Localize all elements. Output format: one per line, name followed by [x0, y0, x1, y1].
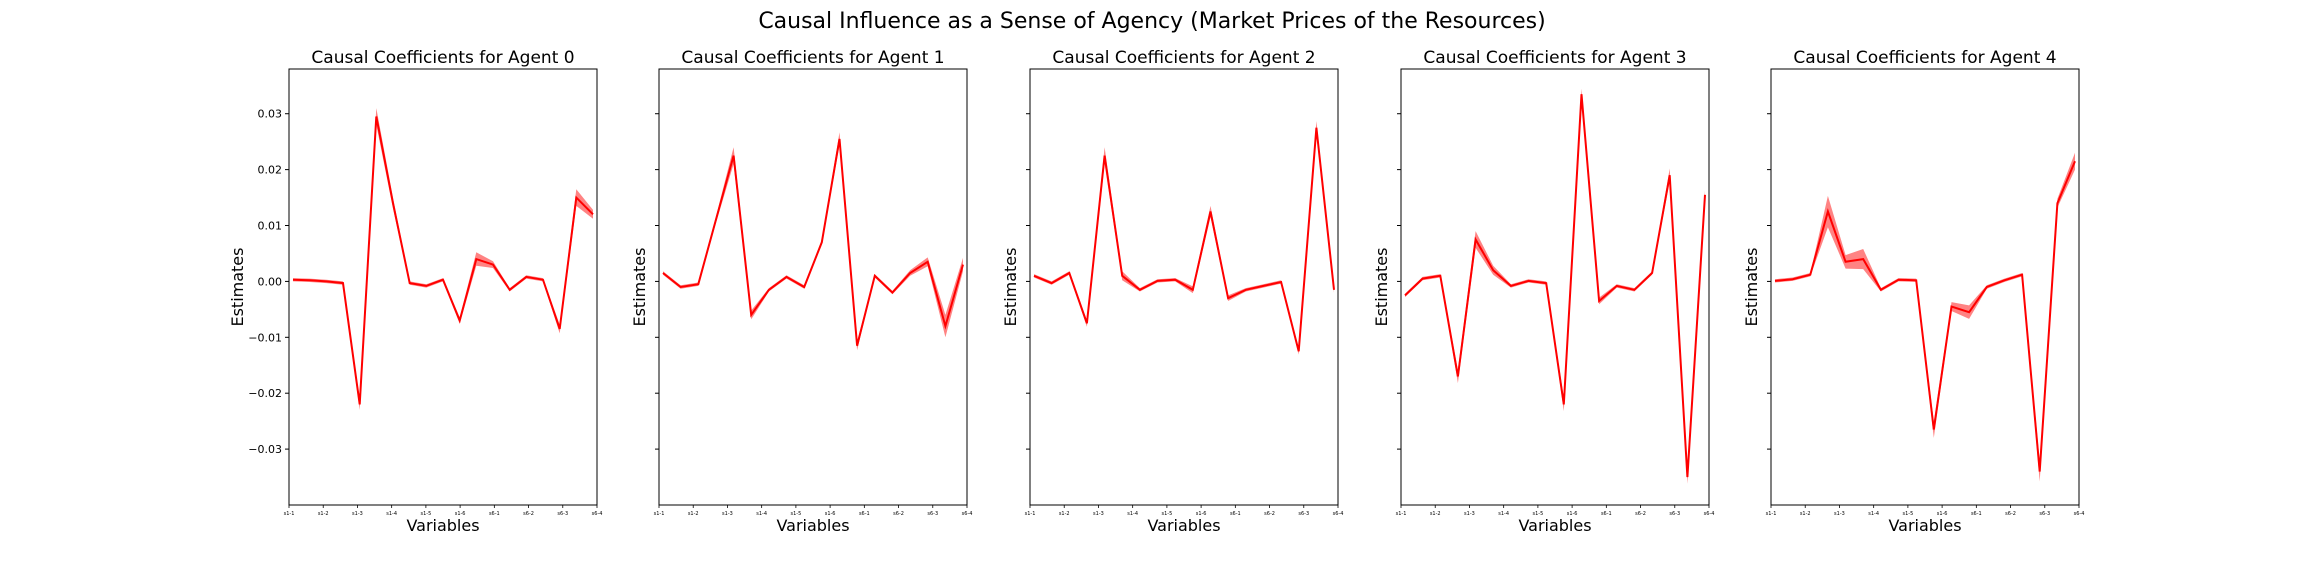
- x-tick-label: s6-2: [523, 511, 534, 517]
- x-tick-label: s6-1: [1971, 511, 1982, 517]
- y-axis-label: Estimates: [630, 247, 649, 326]
- x-tick-label: s1-6: [1567, 511, 1578, 517]
- panel-title: Causal Coefficients for Agent 0: [311, 48, 574, 68]
- confidence-band-agent-1: [663, 132, 963, 351]
- panel-title: Causal Coefficients for Agent 4: [1793, 48, 2056, 68]
- x-tick-label: s1-2: [1059, 511, 1070, 517]
- x-tick-label: s6-4: [1704, 511, 1715, 517]
- y-tick-label: −0.03: [248, 443, 282, 456]
- x-tick-label: s6-2: [1264, 511, 1275, 517]
- x-tick-label: s1-1: [1766, 511, 1777, 517]
- x-tick-label: s6-4: [1333, 511, 1344, 517]
- y-tick-label: 0.02: [258, 164, 283, 177]
- y-tick-label: 0.01: [258, 220, 283, 233]
- y-axis-label: Estimates: [228, 247, 247, 326]
- panel-title: Causal Coefficients for Agent 3: [1423, 48, 1686, 68]
- x-tick-label: s6-2: [1635, 511, 1646, 517]
- confidence-band-agent-2: [1034, 121, 1334, 355]
- panel-agent-1: s1-1 s1-2 s1-3 s1-4 s1-5 s1-6 s6-1 s6-2 s6-3 s6-4…: [630, 48, 972, 535]
- y-tick-label: −0.02: [248, 387, 282, 400]
- axes-frame: [658, 68, 968, 506]
- x-axis-label: Variables: [1888, 516, 1961, 535]
- x-axis-label: Variables: [776, 516, 849, 535]
- y-tick-label: 0.03: [258, 108, 283, 121]
- confidence-band-agent-0: [293, 108, 593, 410]
- x-tick-label: s6-2: [2005, 511, 2016, 517]
- y-tick-label: 0.00: [258, 275, 283, 288]
- x-tick-label: s1-4: [1127, 511, 1138, 517]
- series-line-agent-4: [1774, 160, 2076, 472]
- x-tick-label: s1-2: [1800, 511, 1811, 517]
- x-tick-label: s1-6: [455, 511, 466, 517]
- y-axis-label: Estimates: [1372, 247, 1391, 326]
- x-tick-label: s1-3: [1464, 511, 1475, 517]
- series-line-agent-1: [662, 138, 964, 346]
- x-tick-label: s1-5: [420, 511, 431, 517]
- x-tick-label: s6-1: [1601, 511, 1612, 517]
- x-tick-label: s1-2: [318, 511, 329, 517]
- panel-agent-3: s1-1 s1-2 s1-3 s1-4 s1-5 s1-6 s6-1 s6-2 s6-3 s6-4…: [1372, 48, 1714, 535]
- y-tick-label: −0.01: [248, 331, 282, 344]
- x-tick-label: s1-1: [284, 511, 295, 517]
- x-tick-label: s6-1: [1230, 511, 1241, 517]
- x-tick-label: s1-4: [756, 511, 767, 517]
- x-tick-label: s1-4: [1868, 511, 1879, 517]
- series-line-agent-3: [1404, 94, 1706, 478]
- x-tick-label: s1-3: [1834, 511, 1845, 517]
- panel-agent-0: −0.03 −0.02 −0.01 0.00 0.01 0.02 0.03 s1-1 s1-2 s…: [228, 48, 602, 535]
- x-tick-label: s1-5: [1161, 511, 1172, 517]
- x-tick-label: s6-3: [557, 511, 568, 517]
- x-tick-label: s1-2: [1430, 511, 1441, 517]
- x-tick-label: s1-6: [1196, 511, 1207, 517]
- x-tick-label: s1-5: [1902, 511, 1913, 517]
- x-tick-label: s6-4: [592, 511, 603, 517]
- x-tick-label: s1-1: [1025, 511, 1036, 517]
- series-line-agent-2: [1033, 127, 1335, 352]
- panel-agent-2: s1-1 s1-2 s1-3 s1-4 s1-5 s1-6 s6-1 s6-2 s6-3 s6-4…: [1001, 48, 1343, 535]
- x-tick-label: s6-1: [489, 511, 500, 517]
- y-axis-label: Estimates: [1742, 247, 1761, 326]
- axes-frame: [1400, 68, 1710, 506]
- axes-frame: [1029, 68, 1339, 506]
- x-tick-label: s1-5: [790, 511, 801, 517]
- figure-title: Causal Influence as a Sense of Agency (M…: [758, 9, 1545, 34]
- x-tick-label: s6-1: [859, 511, 870, 517]
- x-axis-label: Variables: [406, 516, 479, 535]
- x-tick-label: s1-5: [1532, 511, 1543, 517]
- x-tick-label: s1-6: [1937, 511, 1948, 517]
- y-axis-label: Estimates: [1001, 247, 1020, 326]
- x-axis-label: Variables: [1147, 516, 1220, 535]
- x-tick-label: s1-2: [688, 511, 699, 517]
- axes-frame: [1770, 68, 2080, 506]
- x-tick-label: s1-3: [722, 511, 733, 517]
- x-tick-label: s6-3: [927, 511, 938, 517]
- axes-frame: [288, 68, 598, 506]
- x-tick-label: s1-1: [654, 511, 665, 517]
- x-tick-label: s1-6: [825, 511, 836, 517]
- panel-title: Causal Coefficients for Agent 1: [681, 48, 944, 68]
- x-tick-label: s6-4: [962, 511, 973, 517]
- x-tick-label: s1-3: [352, 511, 363, 517]
- panel-agent-4: s1-1 s1-2 s1-3 s1-4 s1-5 s1-6 s6-1 s6-2 s6-3 s6-4…: [1742, 48, 2084, 535]
- x-tick-label: s6-3: [1669, 511, 1680, 517]
- x-tick-label: s1-1: [1396, 511, 1407, 517]
- x-tick-label: s6-3: [2039, 511, 2050, 517]
- x-tick-label: s6-2: [893, 511, 904, 517]
- panel-title: Causal Coefficients for Agent 2: [1052, 48, 1315, 68]
- x-tick-label: s1-3: [1093, 511, 1104, 517]
- series-line-agent-0: [292, 116, 594, 405]
- confidence-band-agent-3: [1405, 88, 1705, 484]
- confidence-band-agent-4: [1775, 152, 2075, 482]
- x-tick-label: s1-4: [386, 511, 397, 517]
- x-axis-label: Variables: [1518, 516, 1591, 535]
- x-tick-label: s1-4: [1498, 511, 1509, 517]
- x-tick-label: s6-3: [1298, 511, 1309, 517]
- x-tick-label: s6-4: [2074, 511, 2085, 517]
